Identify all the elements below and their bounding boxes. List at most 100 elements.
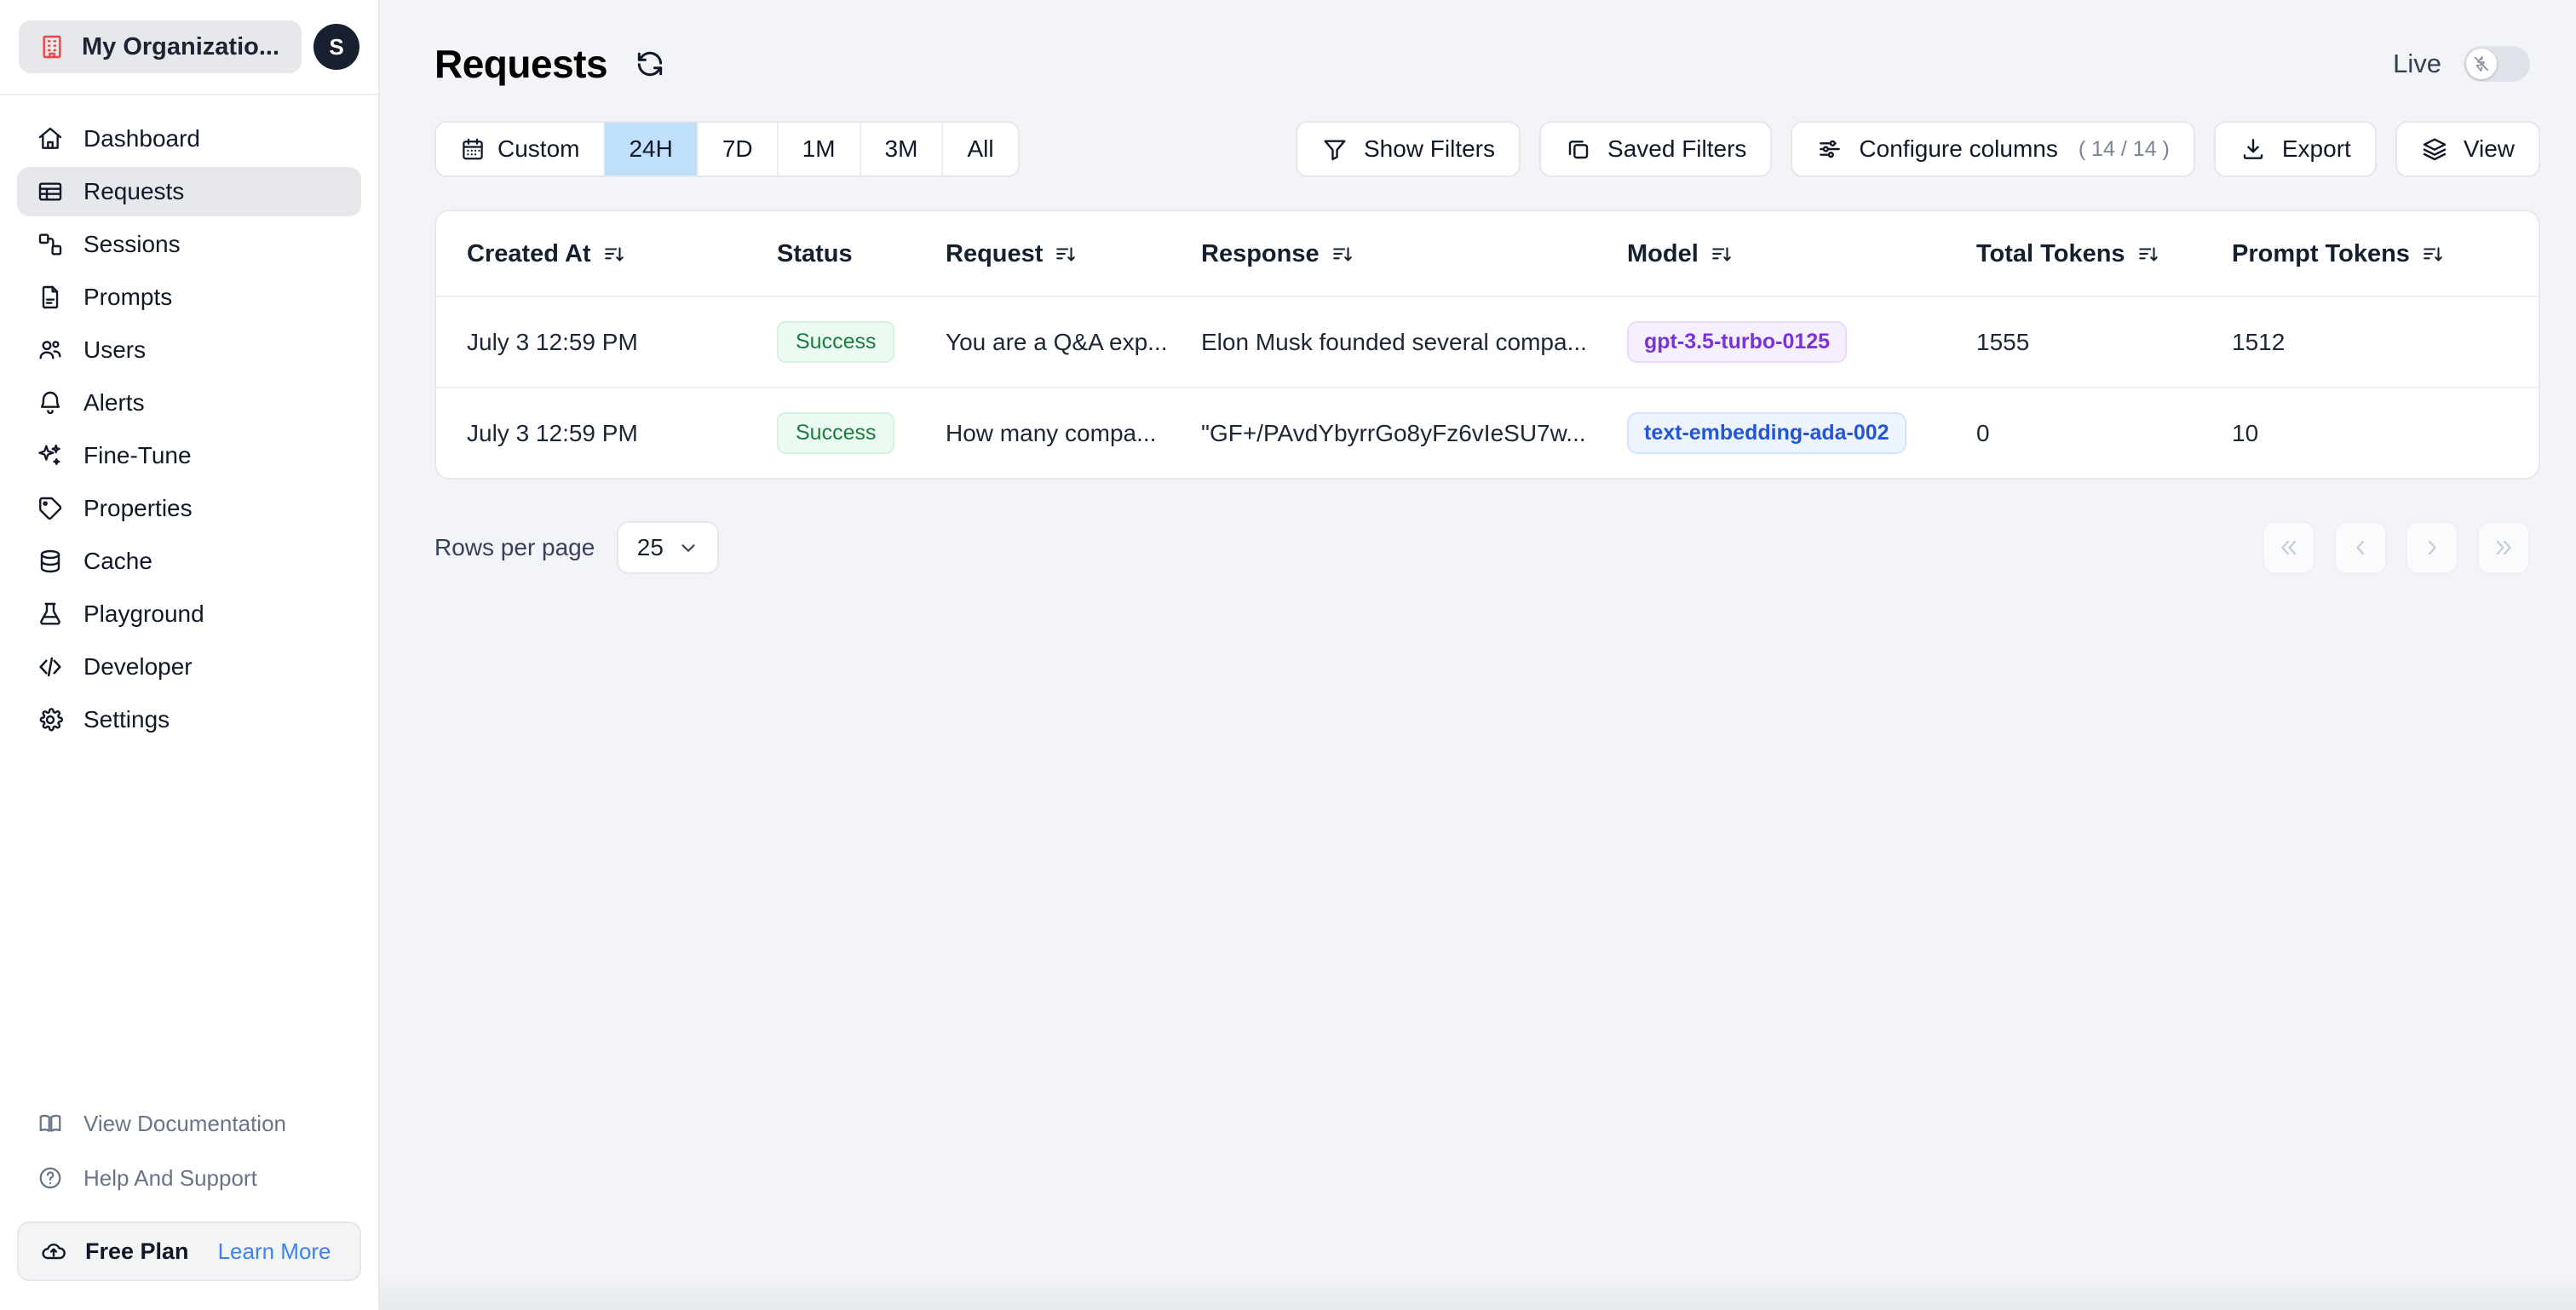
sidebar-item-properties[interactable]: Properties <box>17 484 361 533</box>
bell-icon <box>36 388 65 417</box>
toolbar-actions: Show Filters Saved Filters <box>1295 121 2540 177</box>
download-icon <box>2243 139 2263 159</box>
column-header-status[interactable]: Status <box>777 211 946 297</box>
page-title: Requests <box>434 42 608 86</box>
saved-filters-button[interactable]: Saved Filters <box>1539 121 1773 177</box>
export-button[interactable]: Export <box>2213 121 2377 177</box>
chevrons-left-icon <box>2281 540 2297 555</box>
table-row[interactable]: July 3 12:59 PM Success You are a Q&A ex… <box>436 296 2539 388</box>
table-body: July 3 12:59 PM Success You are a Q&A ex… <box>436 296 2539 478</box>
live-label: Live <box>2393 49 2441 78</box>
sidebar-item-developer[interactable]: Developer <box>17 642 361 692</box>
sidebar-item-cache[interactable]: Cache <box>17 537 361 586</box>
cell-total-tokens: 0 <box>1976 419 1990 446</box>
cell-total-tokens: 1555 <box>1976 296 2232 388</box>
sliders-icon <box>1820 140 1841 158</box>
table-row[interactable]: July 3 12:59 PM Success How many compa..… <box>436 388 2539 478</box>
column-header-request[interactable]: Request <box>946 211 1201 297</box>
sort-icon <box>604 246 624 261</box>
code-icon <box>36 652 65 681</box>
button-label: View <box>2463 135 2515 162</box>
configure-columns-button[interactable]: Configure columns ( 14 / 14 ) <box>1791 121 2195 177</box>
first-page-button[interactable] <box>2263 521 2315 574</box>
database-icon <box>36 547 65 576</box>
cell-model: gpt-3.5-turbo-0125 <box>1627 296 1976 388</box>
next-page-button[interactable] <box>2406 521 2458 574</box>
time-range-7d[interactable]: 7D <box>698 123 779 175</box>
bottom-shadow <box>380 1273 2576 1310</box>
show-filters-button[interactable]: Show Filters <box>1295 121 1521 177</box>
sidebar-spacer <box>0 744 378 1100</box>
learn-more-link[interactable]: Learn More <box>217 1238 331 1264</box>
sort-icon <box>1056 246 1076 261</box>
cell-prompt-tokens: 10 <box>2232 419 2259 446</box>
column-header-created-at[interactable]: Created At <box>436 211 777 297</box>
cell-response: Elon Musk founded several compa... <box>1201 296 1627 388</box>
sidebar-item-users[interactable]: Users <box>17 325 361 375</box>
cell-status: Success <box>777 388 946 478</box>
sidebar-item-label: Users <box>83 336 147 363</box>
time-range-label: All <box>967 135 994 162</box>
column-header-prompt-tokens[interactable]: Prompt Tokens <box>2232 211 2539 297</box>
column-label: Total Tokens <box>1976 240 2125 267</box>
column-header-response[interactable]: Response <box>1201 211 1627 297</box>
sidebar-item-view-documentation[interactable]: View Documentation <box>17 1100 361 1146</box>
cell-created-at: July 3 12:59 PM <box>467 419 638 446</box>
sidebar-nav: Dashboard Requests <box>0 95 378 744</box>
sidebar-item-label: Settings <box>83 706 170 733</box>
calendar-icon <box>463 138 483 160</box>
time-range-3m[interactable]: 3M <box>860 123 944 175</box>
sidebar-footer-label: View Documentation <box>83 1110 286 1136</box>
sidebar-item-playground[interactable]: Playground <box>17 589 361 639</box>
status-badge: Success <box>777 321 895 363</box>
sidebar-item-prompts[interactable]: Prompts <box>17 273 361 322</box>
sidebar-item-settings[interactable]: Settings <box>17 695 361 744</box>
response-text: "GF+/PAvdYbyrrGo8yFz6vIeSU7w... <box>1201 419 1586 446</box>
sidebar-item-requests[interactable]: Requests <box>17 167 361 216</box>
button-label: Saved Filters <box>1607 135 1747 162</box>
sidebar-item-dashboard[interactable]: Dashboard <box>17 114 361 164</box>
time-range-1m[interactable]: 1M <box>778 123 861 175</box>
sidebar-item-sessions[interactable]: Sessions <box>17 220 361 269</box>
sidebar-item-help-and-support[interactable]: Help And Support <box>17 1155 361 1201</box>
time-range-all[interactable]: All <box>943 123 1018 175</box>
plan-upgrade-box[interactable]: Free Plan Learn More <box>17 1221 361 1281</box>
tag-icon <box>36 494 65 523</box>
sidebar-item-label: Playground <box>83 600 204 627</box>
chevron-right-icon <box>2428 540 2436 555</box>
table-icon <box>36 177 65 206</box>
zap-off-icon <box>2474 55 2489 72</box>
time-range-24h[interactable]: 24H <box>605 123 699 175</box>
book-icon <box>36 1109 65 1138</box>
column-header-model[interactable]: Model <box>1627 211 1976 297</box>
sidebar-item-label: Sessions <box>83 231 181 257</box>
sparkles-icon <box>36 441 65 470</box>
organization-header: My Organizatio... S <box>0 0 378 95</box>
last-page-button[interactable] <box>2477 521 2530 574</box>
column-label: Response <box>1201 240 1320 267</box>
sidebar-item-fine-tune[interactable]: Fine-Tune <box>17 431 361 480</box>
prev-page-button[interactable] <box>2334 521 2387 574</box>
live-toggle[interactable] <box>2464 46 2530 82</box>
model-chip: text-embedding-ada-002 <box>1627 412 1906 454</box>
chevrons-right-icon <box>2496 540 2511 555</box>
organization-selector[interactable]: My Organizatio... <box>19 20 302 73</box>
users-icon <box>36 336 65 365</box>
rows-per-page-select[interactable]: 25 <box>617 521 720 574</box>
view-button[interactable]: View <box>2395 121 2540 177</box>
flask-icon <box>36 600 65 629</box>
sidebar: My Organizatio... S Dashboard <box>0 0 380 1310</box>
table-head: Created At Status Request <box>436 211 2539 297</box>
avatar[interactable]: S <box>313 24 359 70</box>
time-range-custom[interactable]: Custom <box>436 123 606 175</box>
column-label: Prompt Tokens <box>2232 240 2410 267</box>
time-range-label: 24H <box>629 135 673 162</box>
sort-icon <box>2138 246 2158 261</box>
sidebar-item-alerts[interactable]: Alerts <box>17 378 361 428</box>
sidebar-item-label: Properties <box>83 495 193 521</box>
refresh-icon[interactable] <box>631 45 669 83</box>
pagination-buttons <box>2263 521 2540 574</box>
column-header-total-tokens[interactable]: Total Tokens <box>1976 211 2232 297</box>
sidebar-item-label: Requests <box>83 178 185 204</box>
